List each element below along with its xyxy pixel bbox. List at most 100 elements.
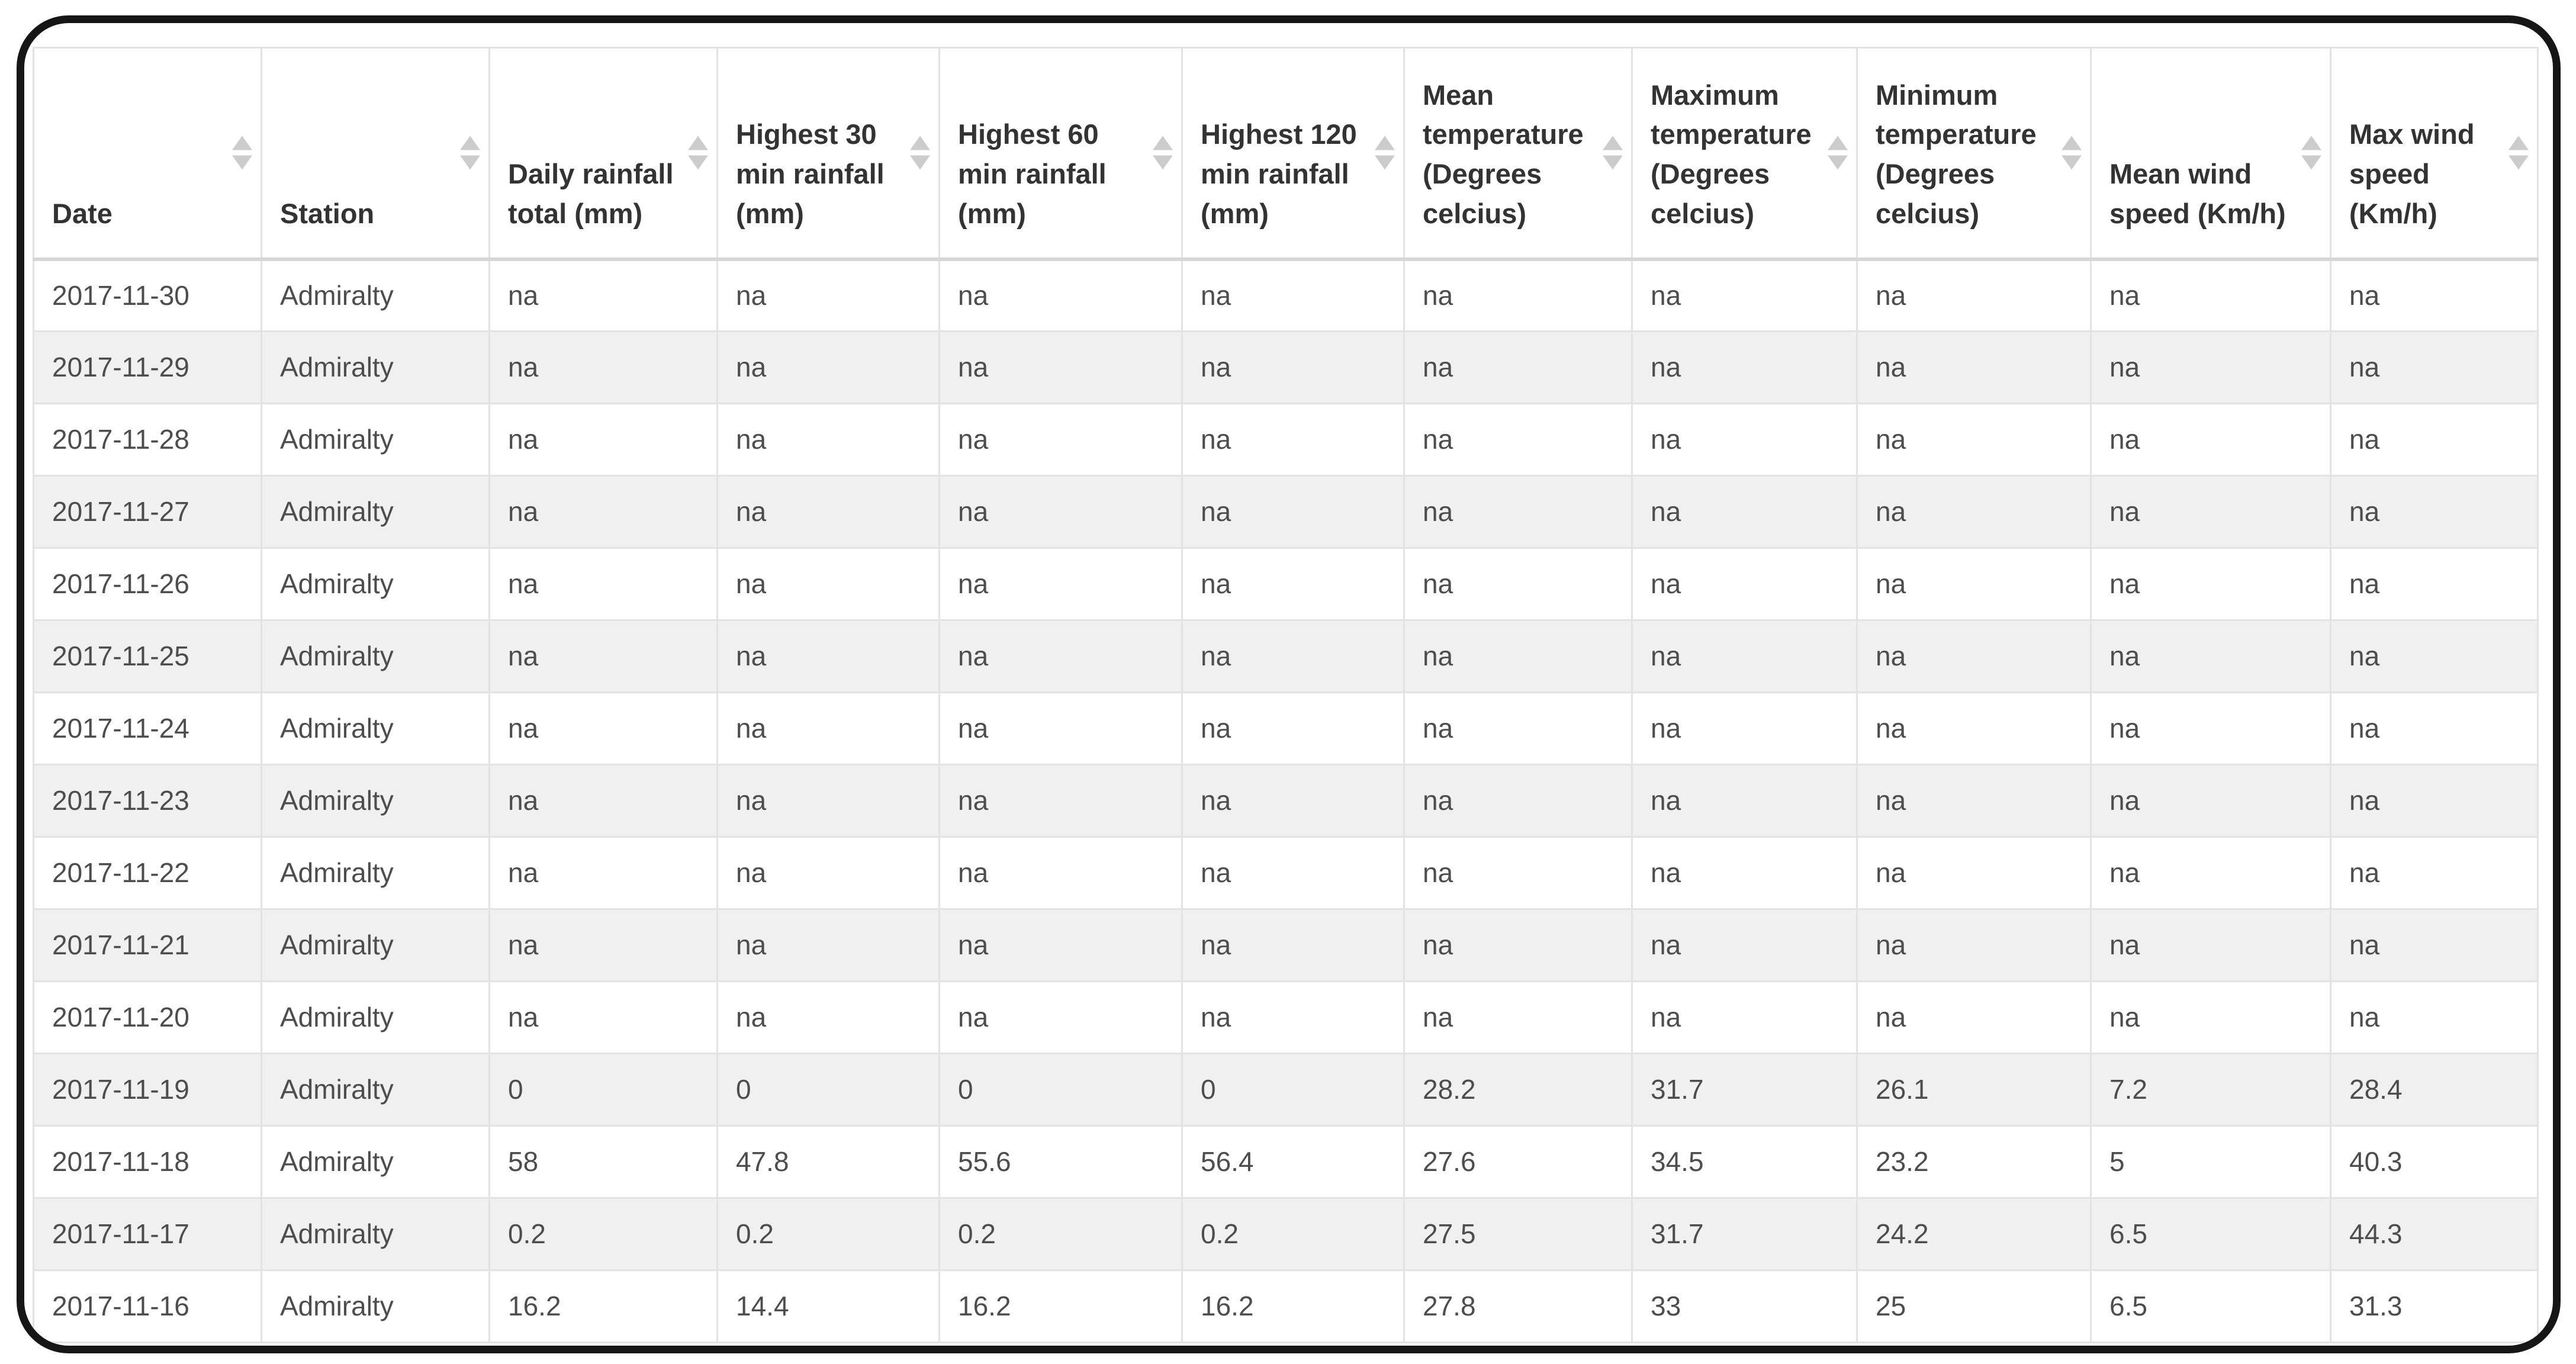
table-row: 2017-11-25 Admiralty na na na na na na na na na xyxy=(33,619,2539,693)
cell-maximum-temperature: na xyxy=(1631,691,1858,765)
cell-highest-30-min-rainfall: na xyxy=(716,475,940,549)
cell-max-wind-speed: na xyxy=(2330,258,2539,332)
cell-maximum-temperature: 34.5 xyxy=(1631,1125,1858,1199)
cell-minimum-temperature: na xyxy=(1856,403,2092,477)
table-row: 2017-11-29 Admiralty na na na na na na na na na xyxy=(33,330,2539,404)
column-header-date[interactable]: Date xyxy=(33,47,262,261)
cell-daily-rainfall-total: na xyxy=(488,764,718,838)
cell-max-wind-speed: 31.3 xyxy=(2330,1269,2539,1343)
cell-max-wind-speed: na xyxy=(2330,764,2539,838)
column-header-max-wind-speed[interactable]: Max wind speed (Km/h) xyxy=(2330,47,2539,261)
cell-date: 2017-11-27 xyxy=(33,475,262,549)
cell-station: Admiralty xyxy=(261,1053,490,1127)
cell-minimum-temperature: na xyxy=(1856,258,2092,332)
cell-date: 2017-11-16 xyxy=(33,1269,262,1343)
cell-daily-rainfall-total: na xyxy=(488,547,718,621)
column-header-mean-temperature[interactable]: Mean temperature (Degrees celcius) xyxy=(1403,47,1633,261)
cell-maximum-temperature: na xyxy=(1631,475,1858,549)
column-label: Daily rainfall total (mm) xyxy=(508,158,674,229)
cell-maximum-temperature: 31.7 xyxy=(1631,1197,1858,1271)
cell-minimum-temperature: na xyxy=(1856,475,2092,549)
cell-daily-rainfall-total: na xyxy=(488,475,718,549)
table-row: 2017-11-26 Admiralty na na na na na na na na na xyxy=(33,547,2539,621)
cell-max-wind-speed: na xyxy=(2330,475,2539,549)
cell-highest-120-min-rainfall: na xyxy=(1181,330,1405,404)
column-header-maximum-temperature[interactable]: Maximum temperature (Degrees celcius) xyxy=(1631,47,1858,261)
cell-highest-30-min-rainfall: na xyxy=(716,619,940,693)
cell-highest-60-min-rainfall: na xyxy=(938,475,1183,549)
cell-daily-rainfall-total: na xyxy=(488,836,718,910)
table-row: 2017-11-28 Admiralty na na na na na na na na na xyxy=(33,403,2539,477)
cell-highest-120-min-rainfall: na xyxy=(1181,980,1405,1054)
column-header-daily-rainfall-total[interactable]: Daily rainfall total (mm) xyxy=(488,47,718,261)
cell-highest-30-min-rainfall: na xyxy=(716,330,940,404)
table-row: 2017-11-27 Admiralty na na na na na na na na na xyxy=(33,475,2539,549)
cell-mean-wind-speed: na xyxy=(2090,258,2331,332)
table-container: Date Station Daily rainfall total (mm) H… xyxy=(33,47,2539,1343)
cell-daily-rainfall-total: 58 xyxy=(488,1125,718,1199)
table-row: 2017-11-23 Admiralty na na na na na na na na na xyxy=(33,764,2539,838)
sort-icon xyxy=(2509,136,2529,170)
cell-date: 2017-11-21 xyxy=(33,908,262,982)
cell-max-wind-speed: 44.3 xyxy=(2330,1197,2539,1271)
cell-mean-wind-speed: na xyxy=(2090,764,2331,838)
cell-highest-60-min-rainfall: 16.2 xyxy=(938,1269,1183,1343)
cell-date: 2017-11-25 xyxy=(33,619,262,693)
cell-station: Admiralty xyxy=(261,980,490,1054)
cell-highest-120-min-rainfall: 56.4 xyxy=(1181,1125,1405,1199)
cell-station: Admiralty xyxy=(261,908,490,982)
cell-highest-120-min-rainfall: na xyxy=(1181,258,1405,332)
cell-max-wind-speed: na xyxy=(2330,330,2539,404)
column-label: Mean wind speed (Km/h) xyxy=(2109,158,2286,229)
cell-minimum-temperature: na xyxy=(1856,547,2092,621)
cell-highest-30-min-rainfall: 0.2 xyxy=(716,1197,940,1271)
cell-max-wind-speed: na xyxy=(2330,403,2539,477)
cell-mean-wind-speed: 7.2 xyxy=(2090,1053,2331,1127)
cell-station: Admiralty xyxy=(261,1269,490,1343)
cell-highest-60-min-rainfall: 0 xyxy=(938,1053,1183,1127)
column-header-highest-30-min-rainfall[interactable]: Highest 30 min rainfall (mm) xyxy=(716,47,940,261)
cell-highest-60-min-rainfall: na xyxy=(938,403,1183,477)
column-header-mean-wind-speed[interactable]: Mean wind speed (Km/h) xyxy=(2090,47,2331,261)
column-header-station[interactable]: Station xyxy=(261,47,490,261)
cell-daily-rainfall-total: na xyxy=(488,691,718,765)
cell-date: 2017-11-29 xyxy=(33,330,262,404)
cell-mean-temperature: na xyxy=(1403,547,1633,621)
cell-date: 2017-11-18 xyxy=(33,1125,262,1199)
cell-highest-60-min-rainfall: na xyxy=(938,908,1183,982)
cell-highest-30-min-rainfall: na xyxy=(716,980,940,1054)
column-header-highest-120-min-rainfall[interactable]: Highest 120 min rainfall (mm) xyxy=(1181,47,1405,261)
cell-highest-120-min-rainfall: na xyxy=(1181,403,1405,477)
column-header-highest-60-min-rainfall[interactable]: Highest 60 min rainfall (mm) xyxy=(938,47,1183,261)
cell-station: Admiralty xyxy=(261,764,490,838)
cell-date: 2017-11-26 xyxy=(33,547,262,621)
cell-maximum-temperature: na xyxy=(1631,980,1858,1054)
sort-icon xyxy=(1828,136,1848,170)
cell-station: Admiralty xyxy=(261,547,490,621)
cell-minimum-temperature: na xyxy=(1856,764,2092,838)
cell-station: Admiralty xyxy=(261,1125,490,1199)
cell-maximum-temperature: na xyxy=(1631,258,1858,332)
cell-highest-30-min-rainfall: na xyxy=(716,691,940,765)
cell-max-wind-speed: na xyxy=(2330,980,2539,1054)
cell-mean-wind-speed: na xyxy=(2090,330,2331,404)
cell-daily-rainfall-total: na xyxy=(488,980,718,1054)
cell-date: 2017-11-17 xyxy=(33,1197,262,1271)
cell-mean-temperature: 27.6 xyxy=(1403,1125,1633,1199)
cell-mean-wind-speed: na xyxy=(2090,475,2331,549)
sort-icon xyxy=(910,136,930,170)
table-row: 2017-11-18 Admiralty 58 47.8 55.6 56.4 27.6 34.… xyxy=(33,1125,2539,1199)
cell-mean-temperature: na xyxy=(1403,258,1633,332)
cell-station: Admiralty xyxy=(261,475,490,549)
column-header-minimum-temperature[interactable]: Minimum temperature (Degrees celcius) xyxy=(1856,47,2092,261)
cell-maximum-temperature: na xyxy=(1631,330,1858,404)
cell-minimum-temperature: 26.1 xyxy=(1856,1053,2092,1127)
cell-mean-temperature: na xyxy=(1403,330,1633,404)
cell-mean-temperature: na xyxy=(1403,908,1633,982)
cell-station: Admiralty xyxy=(261,403,490,477)
cell-highest-30-min-rainfall: na xyxy=(716,258,940,332)
cell-highest-30-min-rainfall: 0 xyxy=(716,1053,940,1127)
cell-highest-60-min-rainfall: na xyxy=(938,258,1183,332)
cell-highest-120-min-rainfall: na xyxy=(1181,619,1405,693)
cell-maximum-temperature: na xyxy=(1631,836,1858,910)
